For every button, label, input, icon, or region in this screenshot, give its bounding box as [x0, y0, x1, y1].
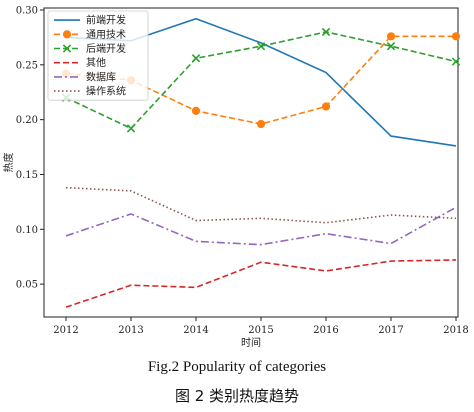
data-point: [386, 42, 396, 51]
legend-item: 通用技术: [54, 28, 126, 41]
y-tick-label: 0.20: [16, 115, 38, 126]
plot-frame: [43, 7, 459, 318]
figure-caption-cn: 图 2 类别热度趋势: [174, 387, 300, 405]
marker-stroke: [321, 27, 331, 37]
figure-caption-en: Fig.2 Popularity of categories: [147, 359, 327, 375]
x-tick-label: 2018: [443, 325, 468, 336]
x-tick-label: 2012: [53, 325, 78, 336]
data-point: [321, 27, 331, 37]
data-point: [386, 32, 396, 41]
x-tick-label: 2015: [248, 325, 273, 336]
y-axis-label: 热度: [2, 153, 15, 173]
axes: 0.05 0.10 0.15 0.20 0.25 0.30 2012 2013 2014 2015…: [2, 6, 469, 350]
marker-stroke: [386, 42, 396, 51]
legend-label: 其他: [86, 56, 106, 69]
series-line: [65, 259, 457, 308]
marker-stroke: [451, 57, 461, 66]
legend-marker: [62, 44, 72, 53]
x-axis-label: 时间: [241, 336, 261, 349]
legend-item: 后端开发: [54, 42, 126, 55]
series-5: [65, 186, 457, 224]
legend-item: 前端开发: [54, 14, 126, 27]
series-line: [65, 186, 457, 224]
data-point: [256, 119, 266, 129]
x-tick-label: 2016: [313, 325, 338, 336]
legend-label: 通用技术: [86, 28, 126, 41]
data-point: [191, 106, 201, 115]
data-point: [321, 102, 331, 111]
y-tick-label: 0.30: [16, 6, 38, 17]
marker-stroke: [191, 54, 201, 63]
legend-marker: [62, 30, 72, 39]
data-point: [126, 124, 136, 133]
legend-label: 后端开发: [86, 42, 126, 55]
data-point: [451, 32, 461, 41]
y-tick-label: 0.25: [16, 60, 38, 71]
data-point: [191, 54, 201, 63]
line-chart: 0.05 0.10 0.15 0.20 0.25 0.30 2012 2013 2014 2015…: [2, 6, 469, 350]
marker-stroke: [256, 42, 266, 51]
y-tick-label: 0.15: [16, 170, 38, 181]
y-tick-label: 0.05: [16, 280, 38, 291]
marker-stroke: [126, 124, 136, 133]
legend-item: 其他: [54, 56, 106, 69]
series-line: [65, 206, 457, 246]
series-4: [65, 206, 457, 246]
legend-label: 数据库: [86, 70, 116, 83]
series-3: [65, 259, 457, 308]
data-point: [451, 57, 461, 66]
x-tick-label: 2017: [378, 325, 403, 336]
x-tick-label: 2013: [118, 325, 143, 336]
legend-box: [47, 10, 149, 101]
legend-label: 操作系统: [86, 85, 126, 98]
legend-item: 操作系统: [54, 85, 126, 98]
legend-label: 前端开发: [86, 14, 126, 27]
x-tick-label: 2014: [183, 325, 208, 336]
y-tick-label: 0.10: [16, 225, 38, 236]
marker-stroke: [62, 44, 72, 53]
legend-item: 数据库: [54, 70, 116, 83]
data-point: [256, 42, 266, 51]
